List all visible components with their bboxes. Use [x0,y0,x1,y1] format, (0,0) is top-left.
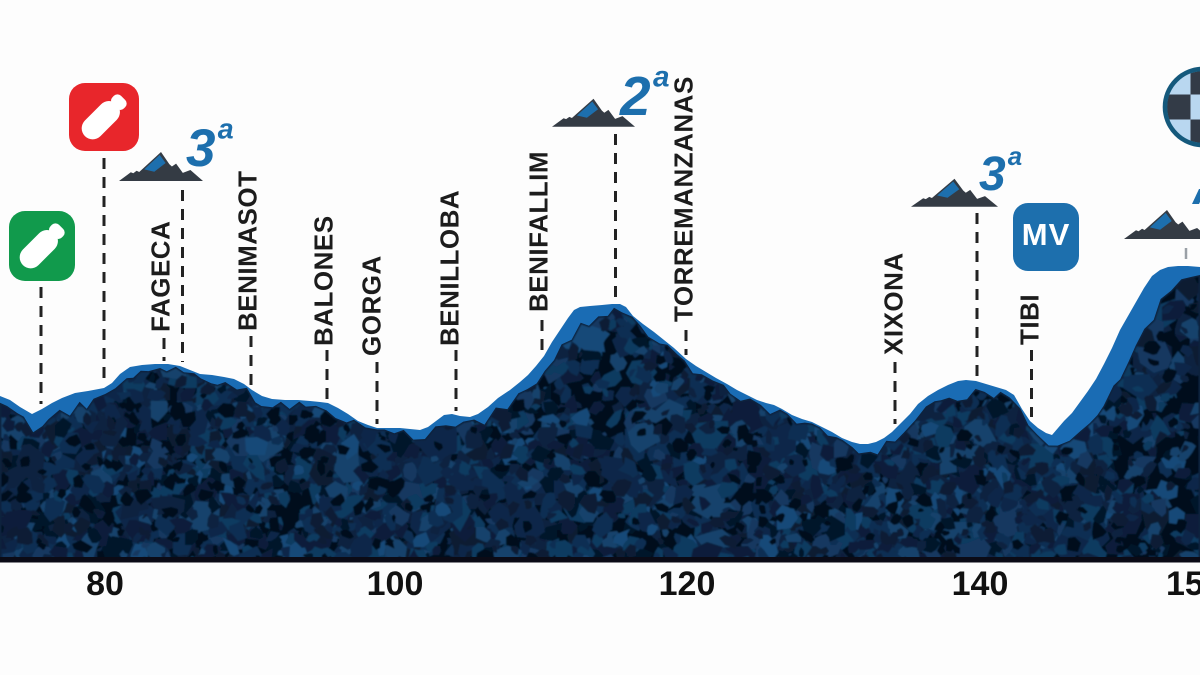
svg-text:3: 3 [979,148,1006,201]
svg-text:BENILLOBA: BENILLOBA [435,190,465,346]
svg-text:BENIFALLIM: BENIFALLIM [524,151,554,312]
svg-text:TIBI: TIBI [1015,294,1045,345]
svg-text:100: 100 [367,565,424,603]
svg-text:BENIMASOT: BENIMASOT [233,171,263,332]
svg-text:2: 2 [619,65,651,127]
svg-text:80: 80 [86,565,124,603]
svg-text:a: a [1008,143,1022,171]
svg-text:MV: MV [1022,217,1071,252]
svg-text:140: 140 [952,565,1009,603]
svg-text:120: 120 [659,565,716,603]
svg-text:a: a [653,60,670,93]
svg-text:BALONES: BALONES [309,215,339,346]
svg-text:GORGA: GORGA [357,255,387,356]
svg-text:XIXONA: XIXONA [879,252,909,355]
svg-text:TORREMANZANAS: TORREMANZANAS [669,76,699,322]
svg-text:3: 3 [186,119,215,178]
svg-text:150: 150 [1166,565,1200,603]
svg-text:a: a [218,113,234,145]
svg-text:FAGECA: FAGECA [146,221,176,332]
